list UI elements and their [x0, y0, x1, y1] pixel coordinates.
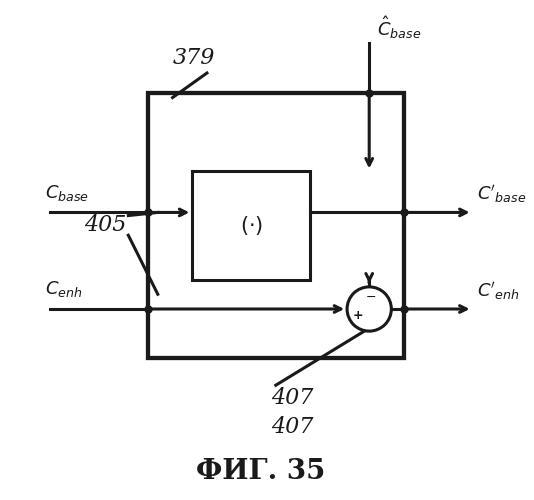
- Text: $C'_{base}$: $C'_{base}$: [477, 183, 527, 205]
- Text: ФИГ. 35: ФИГ. 35: [197, 458, 326, 485]
- Text: $-$: $-$: [365, 290, 376, 304]
- Text: 407: 407: [271, 416, 313, 438]
- Bar: [148, 92, 404, 358]
- Text: 407: 407: [271, 386, 313, 408]
- Text: $C_{enh}$: $C_{enh}$: [45, 279, 82, 299]
- Text: 379: 379: [172, 47, 215, 69]
- Text: +: +: [353, 309, 364, 322]
- Text: 405: 405: [84, 214, 127, 236]
- Text: $\hat{C}_{base}$: $\hat{C}_{base}$: [376, 14, 421, 41]
- Text: $C'_{enh}$: $C'_{enh}$: [477, 280, 520, 301]
- Circle shape: [347, 287, 391, 331]
- Text: $C_{base}$: $C_{base}$: [45, 182, 89, 203]
- Text: $(\cdot)$: $(\cdot)$: [240, 214, 263, 237]
- Bar: [192, 172, 310, 280]
